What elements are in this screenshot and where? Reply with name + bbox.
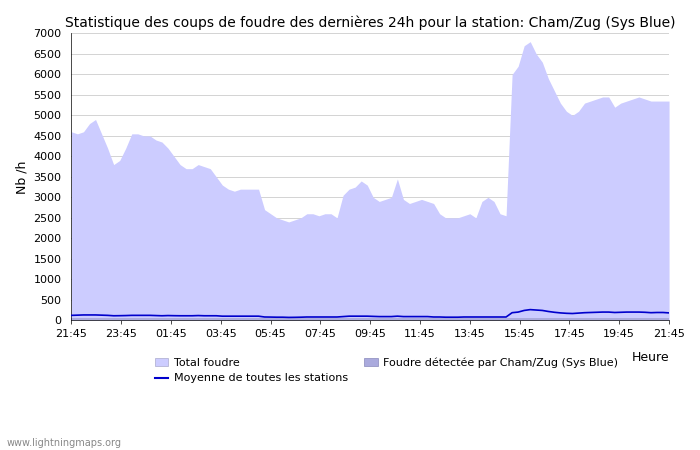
Text: Heure: Heure [631,351,669,364]
Title: Statistique des coups de foudre des dernières 24h pour la station: Cham/Zug (Sys: Statistique des coups de foudre des dern… [65,15,676,30]
Y-axis label: Nb /h: Nb /h [15,160,28,194]
Legend: Total foudre, Moyenne de toutes les stations, Foudre détectée par Cham/Zug (Sys : Total foudre, Moyenne de toutes les stat… [155,357,618,383]
Text: www.lightningmaps.org: www.lightningmaps.org [7,438,122,448]
